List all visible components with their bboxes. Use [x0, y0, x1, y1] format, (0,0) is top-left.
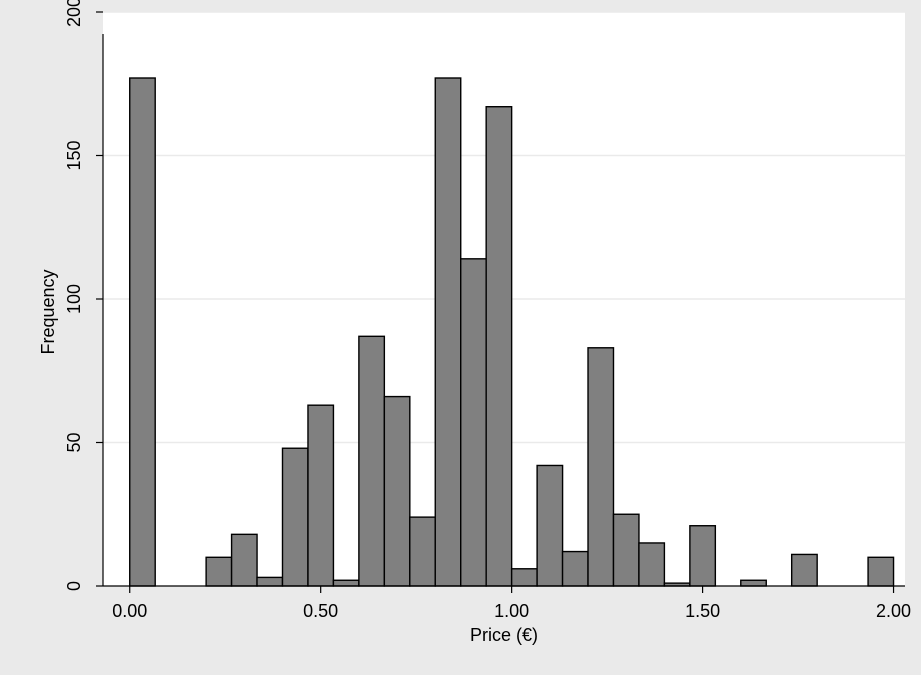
axes: 0 50 100 150 200 0.00 0.50 1.00 1.50 2.00 [64, 0, 911, 621]
histogram-bar [587, 347, 615, 587]
x-tick-label: 1.00 [494, 601, 529, 621]
y-tick-label: 150 [64, 140, 84, 170]
y-tick-label: 0 [64, 581, 84, 591]
x-axis-title: Price (€) [470, 625, 538, 645]
histogram-bar [638, 542, 666, 587]
histogram-bar [230, 533, 258, 587]
histogram-bar [129, 77, 156, 587]
y-axis-title: Frequency [38, 269, 58, 354]
histogram-bar [358, 335, 386, 587]
histogram-bar [307, 404, 335, 587]
histogram-bar [510, 568, 538, 587]
histogram-bar [256, 576, 284, 587]
histogram-bar [281, 447, 309, 587]
y-tick-label: 200 [64, 0, 84, 27]
histogram-bar [740, 579, 767, 587]
x-tick-label: 1.50 [685, 601, 720, 621]
histogram-bar [867, 556, 895, 587]
histogram-bar [205, 556, 233, 587]
x-tick-label: 2.00 [876, 601, 911, 621]
histogram-bar [460, 258, 487, 587]
y-tick-label: 50 [64, 432, 84, 452]
histogram-bar [561, 550, 589, 587]
histogram-bar [612, 513, 640, 587]
y-tick-label: 100 [64, 284, 84, 314]
histogram-bar [383, 395, 411, 587]
histogram-bar [332, 579, 360, 587]
histogram-bar [434, 77, 462, 587]
x-tick-label: 0.50 [303, 601, 338, 621]
histogram-bar [536, 464, 564, 587]
histogram-bar [485, 106, 513, 587]
x-tick-label: 0.00 [112, 601, 147, 621]
histogram-bar [689, 525, 717, 587]
histogram-bar [409, 516, 436, 587]
histogram-bar [790, 553, 818, 587]
